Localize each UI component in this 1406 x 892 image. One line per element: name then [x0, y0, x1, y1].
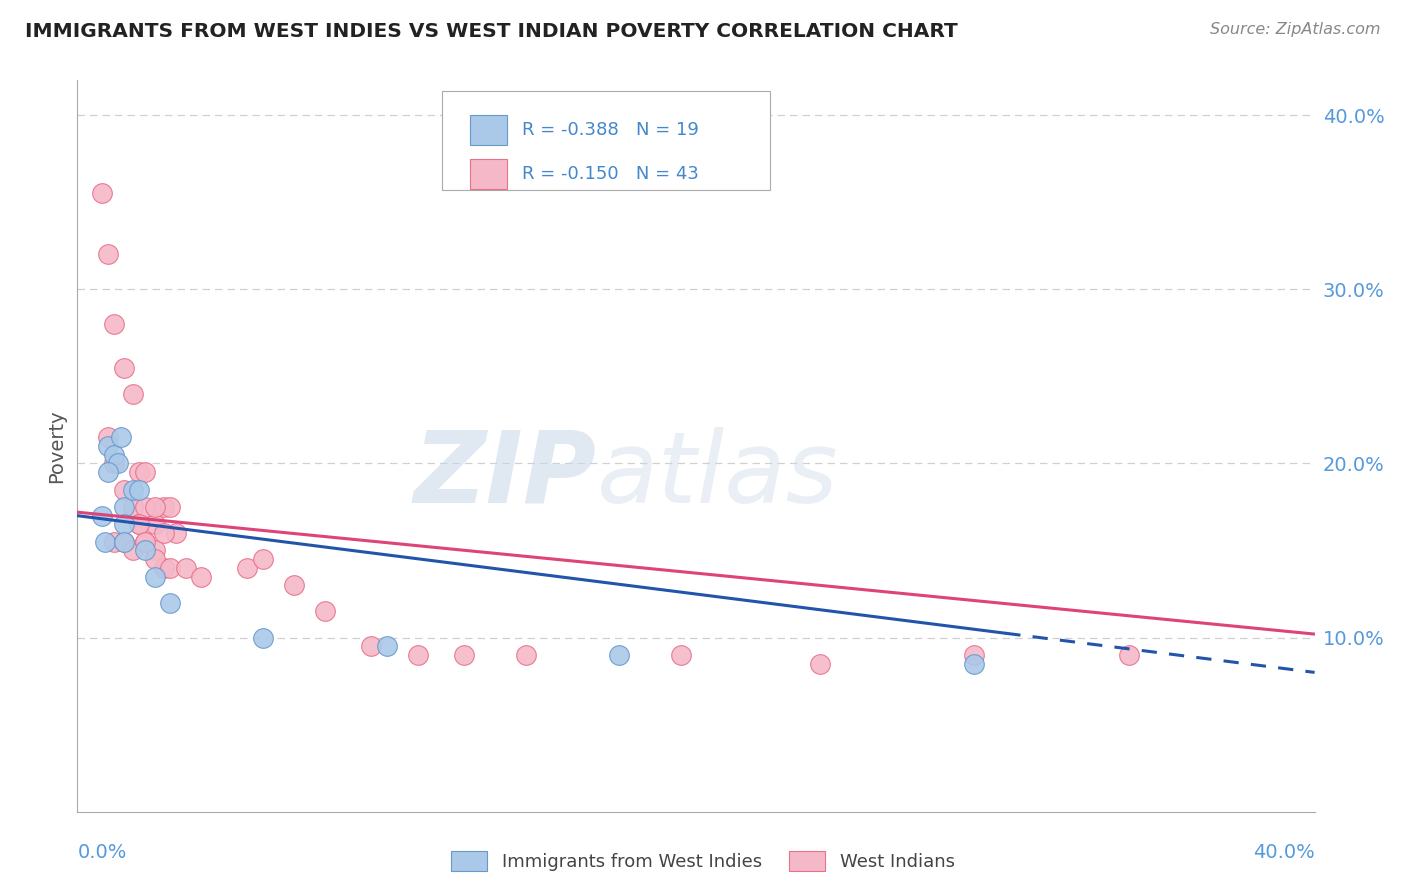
Y-axis label: Poverty: Poverty — [48, 409, 66, 483]
Point — [122, 500, 145, 514]
Point — [94, 534, 117, 549]
Point — [143, 500, 166, 514]
Point — [963, 657, 986, 671]
Point — [128, 517, 150, 532]
Point — [453, 648, 475, 662]
Point — [112, 500, 135, 514]
Point — [110, 430, 132, 444]
Point — [153, 526, 176, 541]
Point — [607, 648, 630, 662]
Point — [174, 561, 197, 575]
Point — [112, 534, 135, 549]
FancyBboxPatch shape — [470, 115, 506, 145]
Point — [153, 561, 176, 575]
Point — [143, 569, 166, 583]
Text: IMMIGRANTS FROM WEST INDIES VS WEST INDIAN POVERTY CORRELATION CHART: IMMIGRANTS FROM WEST INDIES VS WEST INDI… — [25, 22, 957, 41]
Text: 0.0%: 0.0% — [77, 843, 127, 862]
Point — [159, 561, 181, 575]
Point — [143, 517, 166, 532]
Text: ZIP: ZIP — [413, 426, 598, 524]
Point — [314, 604, 336, 618]
Point — [252, 552, 274, 566]
Legend: Immigrants from West Indies, West Indians: Immigrants from West Indies, West Indian… — [444, 844, 962, 879]
Point — [515, 648, 537, 662]
Point — [128, 483, 150, 497]
Point — [103, 457, 125, 471]
Point — [153, 500, 176, 514]
Point — [252, 631, 274, 645]
Point — [375, 640, 398, 654]
Point — [103, 317, 125, 331]
FancyBboxPatch shape — [443, 91, 770, 190]
Point — [963, 648, 986, 662]
Point — [134, 534, 156, 549]
Point — [134, 543, 156, 558]
Point — [360, 640, 382, 654]
Point — [122, 386, 145, 401]
Point — [134, 500, 156, 514]
Point — [122, 483, 145, 497]
Text: Source: ZipAtlas.com: Source: ZipAtlas.com — [1211, 22, 1381, 37]
Point — [190, 569, 212, 583]
Point — [103, 448, 125, 462]
Point — [112, 534, 135, 549]
FancyBboxPatch shape — [470, 159, 506, 189]
Point — [406, 648, 429, 662]
Point — [134, 465, 156, 479]
Point — [808, 657, 831, 671]
Point — [112, 360, 135, 375]
Point — [128, 465, 150, 479]
Point — [91, 186, 114, 201]
Text: 40.0%: 40.0% — [1253, 843, 1315, 862]
Point — [112, 517, 135, 532]
Point — [165, 526, 187, 541]
Point — [143, 552, 166, 566]
Point — [128, 517, 150, 532]
Point — [112, 483, 135, 497]
Point — [283, 578, 305, 592]
Point — [97, 439, 120, 453]
Point — [134, 534, 156, 549]
Text: R = -0.388   N = 19: R = -0.388 N = 19 — [522, 121, 699, 139]
Point — [159, 596, 181, 610]
Point — [97, 430, 120, 444]
Point — [669, 648, 692, 662]
Point — [143, 543, 166, 558]
Point — [97, 465, 120, 479]
Point — [97, 247, 120, 261]
Point — [1118, 648, 1140, 662]
Text: R = -0.150   N = 43: R = -0.150 N = 43 — [522, 165, 699, 183]
Text: atlas: atlas — [598, 426, 838, 524]
Point — [236, 561, 259, 575]
Point — [122, 543, 145, 558]
Point — [159, 500, 181, 514]
Point — [91, 508, 114, 523]
Point — [103, 534, 125, 549]
Point — [107, 457, 129, 471]
